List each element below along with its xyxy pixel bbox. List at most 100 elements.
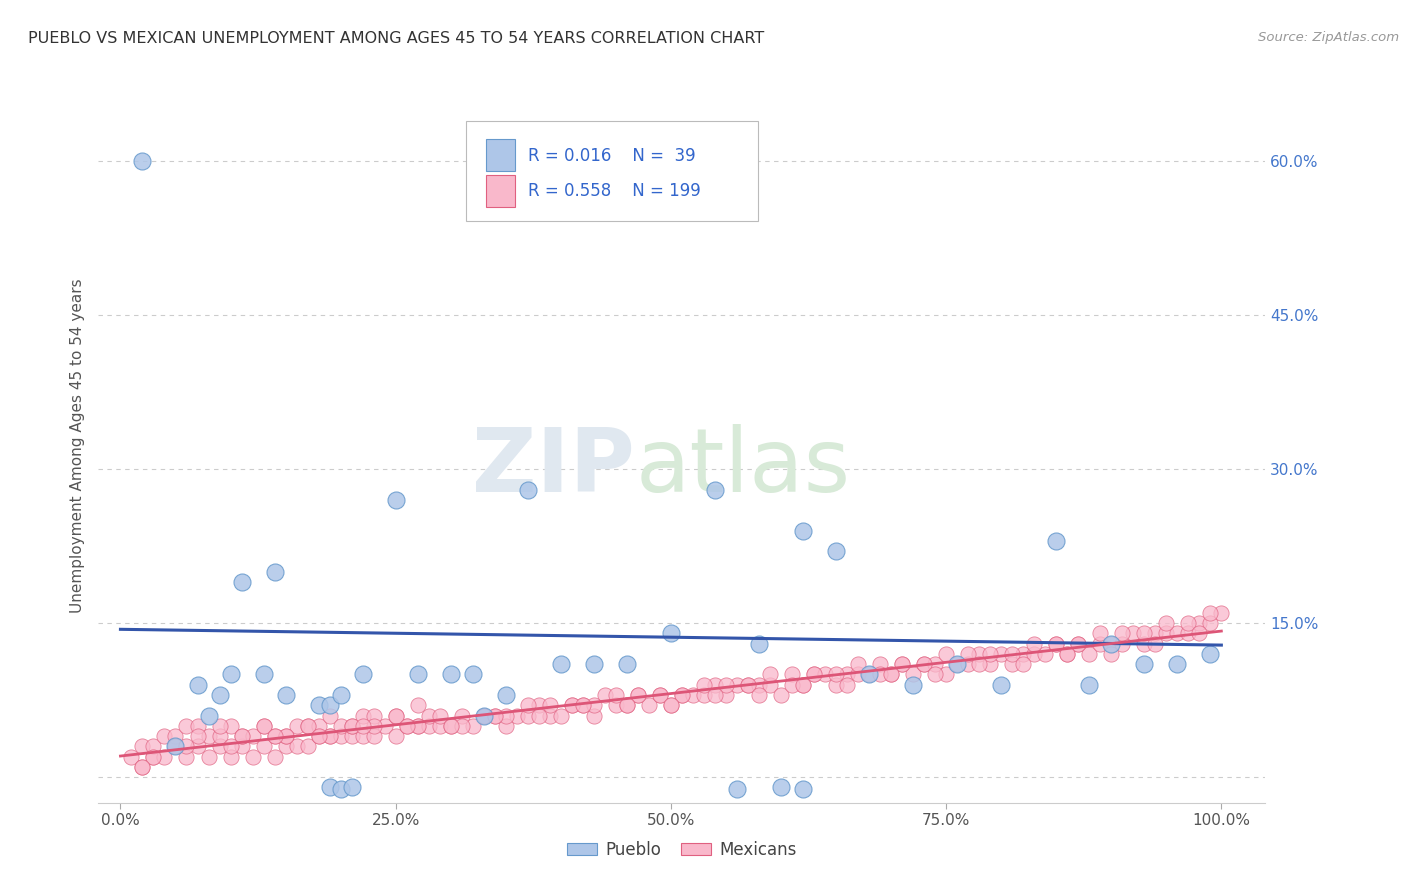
Point [1166, 626, 1188, 640]
Point [219, 667, 242, 681]
Point [1001, 657, 1024, 672]
Point [792, 782, 814, 797]
Text: ZIP: ZIP [472, 424, 636, 511]
Point [352, 719, 374, 733]
Point [912, 657, 935, 672]
Point [176, 739, 198, 754]
FancyBboxPatch shape [486, 175, 515, 207]
Point [252, 667, 274, 681]
Point [924, 657, 946, 672]
Point [142, 749, 165, 764]
Point [1024, 647, 1046, 661]
Point [297, 739, 319, 754]
Point [131, 760, 153, 774]
Point [165, 739, 187, 754]
Point [395, 719, 418, 733]
Point [957, 647, 980, 661]
Point [1177, 616, 1199, 631]
Point [120, 749, 142, 764]
Point [418, 719, 440, 733]
Point [406, 667, 429, 681]
Point [1078, 647, 1101, 661]
Point [967, 647, 990, 661]
Point [1078, 678, 1101, 692]
Point [208, 688, 231, 702]
Point [582, 698, 605, 713]
Point [242, 749, 264, 764]
Point [308, 729, 330, 743]
Point [891, 657, 914, 672]
Point [274, 729, 297, 743]
Point [197, 729, 219, 743]
Point [671, 688, 693, 702]
Point [648, 688, 671, 702]
Point [1099, 637, 1122, 651]
Point [682, 688, 704, 702]
Point [627, 688, 650, 702]
Point [406, 719, 429, 733]
Point [703, 688, 725, 702]
Point [561, 698, 583, 713]
Point [825, 544, 848, 558]
Point [1199, 606, 1222, 620]
Point [792, 678, 814, 692]
Point [263, 565, 285, 579]
Point [846, 667, 869, 681]
Point [825, 678, 848, 692]
Point [703, 678, 725, 692]
Point [659, 698, 682, 713]
Point [406, 698, 429, 713]
Point [340, 719, 363, 733]
FancyBboxPatch shape [465, 121, 758, 221]
Point [450, 708, 472, 723]
Point [935, 667, 957, 681]
Point [363, 729, 385, 743]
Point [1045, 533, 1067, 548]
Point [550, 657, 572, 672]
Point [671, 688, 693, 702]
Point [748, 688, 770, 702]
Text: PUEBLO VS MEXICAN UNEMPLOYMENT AMONG AGES 45 TO 54 YEARS CORRELATION CHART: PUEBLO VS MEXICAN UNEMPLOYMENT AMONG AGE… [28, 31, 765, 46]
Point [274, 729, 297, 743]
Point [318, 729, 340, 743]
Point [329, 729, 352, 743]
Point [395, 719, 418, 733]
Point [1012, 657, 1035, 672]
Point [352, 729, 374, 743]
Point [219, 719, 242, 733]
Point [274, 739, 297, 754]
Point [329, 688, 352, 702]
Point [593, 688, 616, 702]
Point [659, 698, 682, 713]
Point [472, 708, 495, 723]
Point [252, 719, 274, 733]
Point [472, 708, 495, 723]
Point [186, 729, 208, 743]
Point [208, 719, 231, 733]
Point [340, 729, 363, 743]
Point [252, 719, 274, 733]
Point [318, 708, 340, 723]
Point [1024, 637, 1046, 651]
Point [176, 719, 198, 733]
Point [308, 729, 330, 743]
Point [572, 698, 595, 713]
Y-axis label: Unemployment Among Ages 45 to 54 years: Unemployment Among Ages 45 to 54 years [70, 278, 86, 614]
Point [363, 719, 385, 733]
Point [616, 698, 638, 713]
Point [1133, 637, 1156, 651]
Point [384, 708, 406, 723]
Point [1099, 647, 1122, 661]
Point [131, 154, 153, 169]
Point [792, 678, 814, 692]
Point [659, 626, 682, 640]
Point [572, 698, 595, 713]
Point [384, 492, 406, 507]
Point [748, 637, 770, 651]
Point [352, 667, 374, 681]
Point [858, 667, 880, 681]
Point [263, 749, 285, 764]
Point [693, 688, 716, 702]
Point [538, 698, 561, 713]
Point [1012, 647, 1035, 661]
